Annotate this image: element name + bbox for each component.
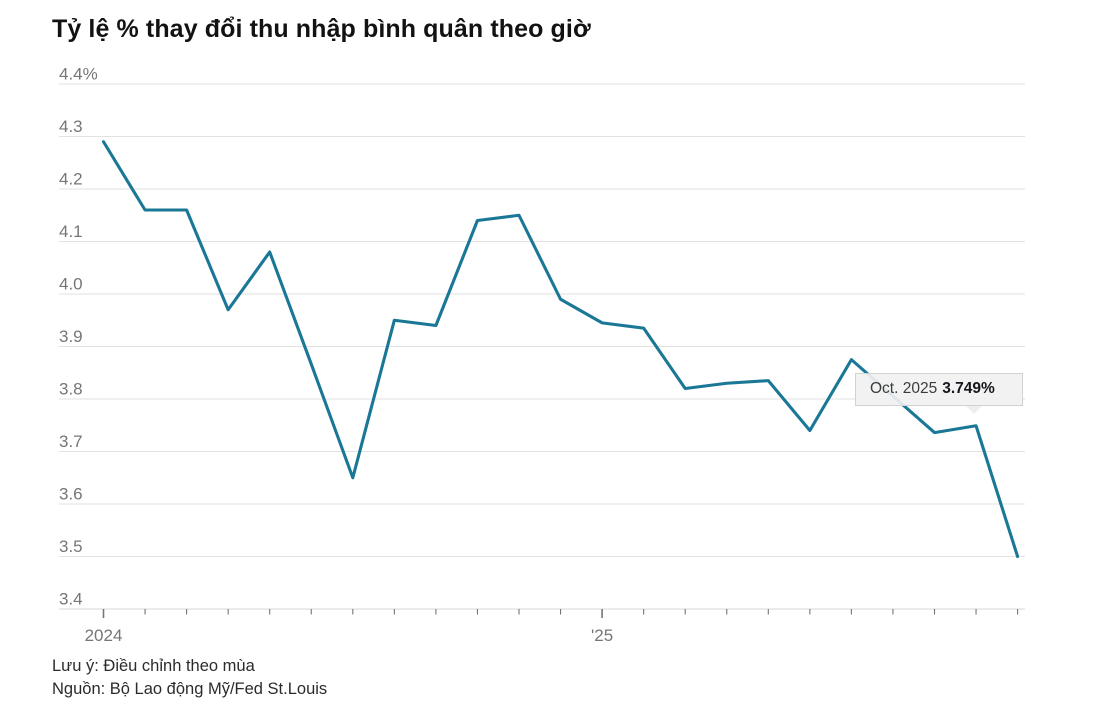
svg-text:3.4: 3.4 bbox=[59, 590, 83, 609]
svg-text:2024: 2024 bbox=[85, 626, 123, 645]
svg-text:3.9: 3.9 bbox=[59, 327, 83, 346]
svg-text:4.2: 4.2 bbox=[59, 170, 83, 189]
svg-text:4.1: 4.1 bbox=[59, 222, 83, 241]
svg-text:4.0: 4.0 bbox=[59, 275, 83, 294]
svg-text:3.8: 3.8 bbox=[59, 380, 83, 399]
svg-text:4.3: 4.3 bbox=[59, 117, 83, 136]
svg-text:3.7: 3.7 bbox=[59, 432, 83, 451]
svg-text:4.4%: 4.4% bbox=[59, 65, 98, 84]
svg-text:3.5: 3.5 bbox=[59, 537, 83, 556]
svg-text:'25: '25 bbox=[591, 626, 613, 645]
svg-text:3.6: 3.6 bbox=[59, 485, 83, 504]
